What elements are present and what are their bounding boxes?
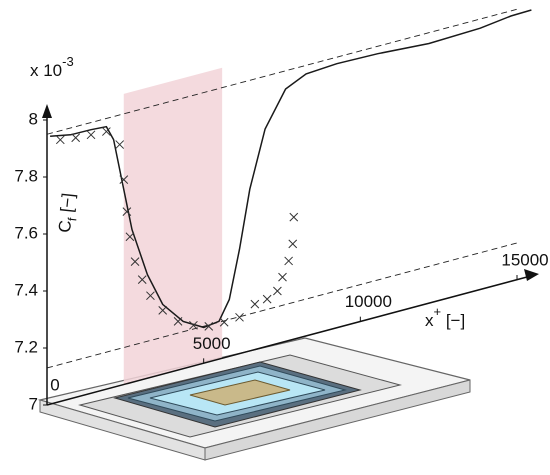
x-tick-label: 10000 [345,292,392,311]
data-point [72,134,80,142]
y-tick-label: 7.6 [14,223,38,242]
chart: 7 7.2 7.4 7.6 7.8 8 0 5000 10000 15000 x 10-3 Cf [−… [0,0,550,475]
page: 7 7.2 7.4 7.6 7.8 8 0 5000 10000 15000 x 10-3 Cf [−… [0,0,550,475]
data-point [289,240,297,248]
x-axis-arrow [524,269,539,281]
x-label-unit: [−] [441,311,465,330]
y-axis-arrow [42,104,52,118]
data-point [236,313,244,321]
y-tick-label: 7.8 [14,166,38,185]
data-point [56,136,64,144]
data-line [50,10,531,327]
data-point [87,131,95,139]
y-tick-label: 7.2 [14,337,38,356]
data-point [263,295,271,303]
x-axis-label: x+ [−] [425,304,465,330]
y-tick-label: 7 [29,394,38,413]
data-point [290,213,298,221]
x-label-superscript: + [434,304,442,319]
reference-line [47,9,517,134]
y-tick-label: 8 [29,109,38,128]
y-label-unit: [−] [57,192,78,218]
y-tick-label: 7.4 [14,280,38,299]
device-illustration [40,338,470,460]
multiplier-exponent: -3 [62,54,74,69]
multiplier-base: x 10 [30,61,62,80]
x-tick-label: 5000 [193,334,231,353]
data-point [273,287,281,295]
x-tick-label: 0 [50,375,59,394]
data-point [251,300,259,308]
y-axis-label: Cf [−] [55,192,82,234]
data-point [116,141,124,149]
data-point [285,257,293,265]
data-point [279,273,287,281]
x-tick-label: 15000 [501,250,548,269]
y-multiplier: x 10-3 [30,54,74,80]
